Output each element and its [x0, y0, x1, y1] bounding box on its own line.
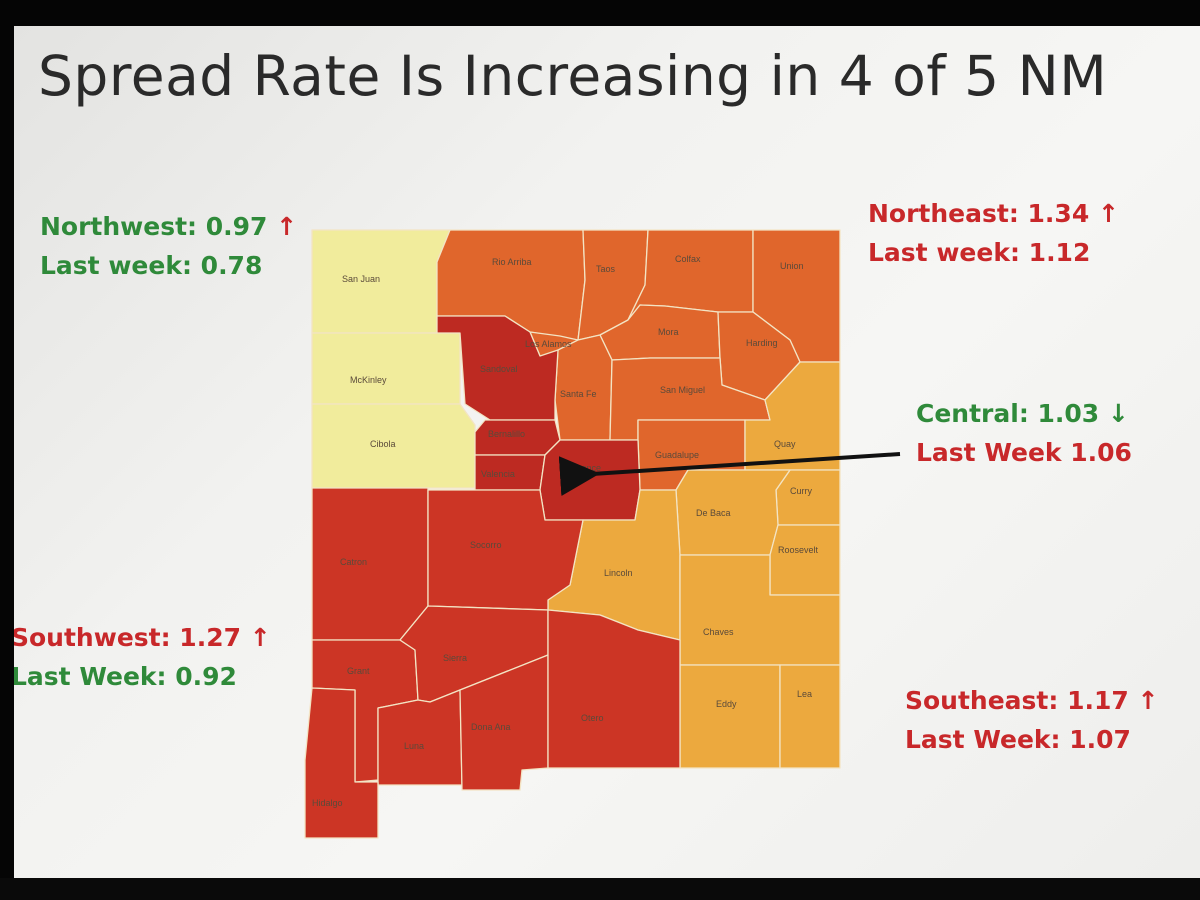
label-san-juan: San Juan	[342, 274, 380, 284]
county-catron	[311, 487, 429, 641]
county-torrance	[539, 439, 641, 521]
label-de-baca: De Baca	[696, 508, 731, 518]
county-otero	[547, 609, 681, 769]
southwest-current: Southwest: 1.27	[14, 623, 241, 652]
label-lincoln: Lincoln	[604, 568, 633, 578]
label-socorro: Socorro	[470, 540, 502, 550]
label-union: Union	[780, 261, 804, 271]
northwest-current-line: Northwest: 0.97 ↑	[40, 207, 297, 246]
label-eddy: Eddy	[716, 699, 737, 709]
label-roosevelt: Roosevelt	[778, 545, 819, 555]
label-grant: Grant	[347, 666, 370, 676]
label-chaves: Chaves	[703, 627, 734, 637]
label-bernalillo: Bernalillo	[488, 429, 525, 439]
county-hidalgo	[304, 687, 379, 839]
label-los-alamos: Los Alamos	[525, 339, 572, 349]
county-mckinley	[311, 332, 461, 405]
label-torrance: Torrance	[566, 463, 601, 473]
central-current-line: Central: 1.03 ↓	[916, 394, 1132, 433]
label-lea: Lea	[797, 689, 812, 699]
label-taos: Taos	[596, 264, 616, 274]
county-eddy	[679, 664, 781, 769]
southeast-previous: Last Week: 1.07	[905, 725, 1131, 754]
label-curry: Curry	[790, 486, 812, 496]
label-san-miguel: San Miguel	[660, 385, 705, 395]
central-pointer-arrow	[558, 452, 901, 497]
up-arrow-icon: ↑	[1137, 686, 1159, 715]
northeast-previous: Last week: 1.12	[868, 238, 1091, 267]
label-hidalgo: Hidalgo	[312, 798, 343, 808]
northwest-stats: Northwest: 0.97 ↑ Last week: 0.78	[40, 207, 297, 285]
central-previous: Last Week 1.06	[916, 438, 1132, 467]
central-stats: Central: 1.03 ↓ Last Week 1.06	[916, 394, 1132, 472]
southeast-current: Southeast: 1.17	[905, 686, 1129, 715]
label-mckinley: McKinley	[350, 375, 387, 385]
southwest-current-line: Southwest: 1.27 ↑	[14, 618, 271, 657]
label-sandoval: Sandoval	[480, 364, 518, 374]
northwest-previous: Last week: 0.78	[40, 251, 263, 280]
northeast-current-line: Northeast: 1.34 ↑	[868, 194, 1119, 233]
slide-title: Spread Rate Is Increasing in 4 of 5 NM	[38, 44, 1108, 108]
label-harding: Harding	[746, 338, 778, 348]
county-santa-fe	[554, 334, 613, 441]
county-curry	[775, 469, 841, 526]
southeast-current-line: Southeast: 1.17 ↑	[905, 681, 1158, 720]
up-arrow-icon: ↑	[249, 623, 271, 652]
down-arrow-icon: ↓	[1107, 399, 1129, 428]
monitor-bezel	[0, 878, 1200, 900]
label-santa-fe: Santa Fe	[560, 389, 597, 399]
southeast-stats: Southeast: 1.17 ↑ Last Week: 1.07	[905, 681, 1158, 759]
label-catron: Catron	[340, 557, 367, 567]
label-guadalupe: Guadalupe	[655, 450, 699, 460]
county-san-juan	[311, 229, 451, 334]
label-cibola: Cibola	[370, 439, 396, 449]
southwest-stats: Southwest: 1.27 ↑ Last Week: 0.92	[14, 618, 271, 696]
label-dona-ana: Dona Ana	[471, 722, 511, 732]
southwest-previous: Last Week: 0.92	[14, 662, 237, 691]
northeast-current: Northeast: 1.34	[868, 199, 1090, 228]
label-luna: Luna	[404, 741, 424, 751]
label-sierra: Sierra	[443, 653, 467, 663]
up-arrow-icon: ↑	[1097, 199, 1119, 228]
northeast-stats: Northeast: 1.34 ↑ Last week: 1.12	[868, 194, 1119, 272]
label-otero: Otero	[581, 713, 604, 723]
label-rio-arriba: Rio Arriba	[492, 257, 532, 267]
label-quay: Quay	[774, 439, 796, 449]
county-lea	[779, 664, 841, 769]
label-colfax: Colfax	[675, 254, 701, 264]
northwest-current: Northwest: 0.97	[40, 212, 268, 241]
county-sandoval	[436, 315, 559, 421]
label-mora: Mora	[658, 327, 679, 337]
county-roosevelt	[769, 524, 841, 596]
label-valencia: Valencia	[481, 469, 515, 479]
central-current: Central: 1.03	[916, 399, 1100, 428]
up-arrow-icon: ↑	[276, 212, 298, 241]
